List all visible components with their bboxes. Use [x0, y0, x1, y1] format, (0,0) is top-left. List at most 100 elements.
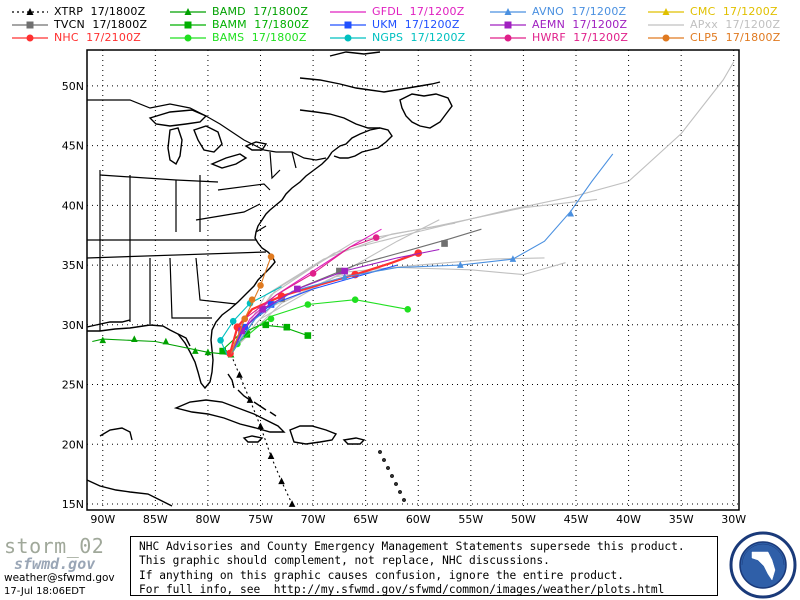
track-point-bamm	[283, 323, 291, 331]
track-point-ngps	[217, 337, 224, 344]
track-point-bamd	[204, 348, 212, 356]
lat-tick-label: 15N	[62, 498, 84, 511]
disclaimer-line-2: This graphic should complement, not repl…	[139, 554, 550, 568]
legend-item-apxx: APxx 17/1200Z	[638, 17, 780, 32]
legend-symbol-bamd	[170, 7, 206, 15]
legend-symbol-ngps	[330, 34, 366, 41]
legend-label: CLP5 17/1800Z	[690, 31, 781, 44]
us-gulf-west	[86, 319, 131, 328]
legend-item-nhc: NHC 17/2100Z	[2, 30, 141, 45]
legend-label: BAMD 17/1800Z	[212, 5, 309, 18]
track-point-hwrf	[372, 234, 380, 241]
track-point-nhc	[414, 249, 423, 257]
legend-symbol-cmc	[648, 7, 684, 15]
state-line-8	[195, 203, 261, 221]
disclaimer-line-3: If anything on this graphic causes confu…	[139, 568, 624, 582]
cuba	[173, 399, 286, 433]
lesser-antilles	[378, 450, 406, 502]
legend-symbol-clp5	[648, 34, 684, 41]
lon-tick-label: 30W	[721, 513, 746, 526]
legend-marker	[662, 7, 670, 15]
lake-superior	[148, 109, 208, 127]
track-line-apxx	[233, 222, 456, 349]
lake-michigan	[167, 127, 183, 166]
lon-tick-label: 40W	[616, 513, 641, 526]
yucatan	[99, 427, 133, 441]
product-timestamp: 17-Jul 18:06EDT	[4, 586, 86, 597]
legend-marker	[26, 34, 34, 41]
political-borders	[86, 99, 327, 331]
bahamas	[227, 373, 277, 417]
track-point-bams	[351, 296, 359, 304]
track-point-bamm	[304, 332, 312, 339]
legend-marker	[662, 34, 670, 41]
lat-tick-label: 50N	[62, 80, 84, 93]
legend-symbol-avno	[490, 7, 526, 15]
track-aemn	[230, 248, 440, 354]
track-point-avno	[457, 261, 464, 268]
legend-symbol-ukm	[330, 21, 366, 28]
track-point-bams	[267, 315, 275, 323]
track-point-clp5	[241, 315, 249, 323]
legend-item-gfdl: GFDL 17/1200Z	[320, 4, 464, 19]
track-line-apxx	[233, 61, 735, 350]
st-lawrence	[299, 109, 380, 129]
legend-item-cmc: CMC 17/1200Z	[638, 4, 778, 19]
legend-item-clp5: CLP5 17/1800Z	[638, 30, 780, 45]
legend-label: BAMS 17/1800Z	[212, 31, 307, 44]
legend-marker	[504, 7, 512, 15]
track-point-avno	[341, 273, 348, 280]
track-point-aemn	[294, 285, 301, 293]
lat-tick-label: 45N	[62, 140, 84, 153]
lon-tick-label: 70W	[301, 513, 326, 526]
lon-tick-label: 55W	[458, 513, 483, 526]
legend-item-ukm: UKM 17/1200Z	[320, 17, 460, 32]
lon-tick-label: 75W	[248, 513, 273, 526]
track-point-avno	[509, 255, 517, 262]
legend-item-bamd: BAMD 17/1800Z	[160, 4, 308, 19]
legend-marker	[26, 7, 34, 15]
coastline-layer	[86, 51, 453, 507]
legend-marker	[26, 21, 34, 28]
track-point-bamd	[162, 337, 170, 345]
legend-item-tvcn: TVCN 17/1800Z	[2, 17, 147, 32]
legend-symbol-gfdl	[330, 10, 366, 13]
legend-symbol-tvcn	[12, 21, 48, 28]
track-point-xtrp	[267, 452, 275, 460]
axis-labels: 90W 85W 80W 75W 70W 65W 60W 55W 50W 45W 40W 35W 30W 5…	[62, 80, 747, 526]
track-point-bamd	[99, 336, 107, 344]
legend-item-aemn: AEMN 17/1200Z	[480, 17, 627, 32]
labrador-coast	[299, 77, 441, 93]
track-avno	[230, 153, 614, 354]
puerto-rico	[342, 437, 366, 445]
state-line-11	[217, 183, 271, 191]
lon-tick-label: 35W	[669, 513, 694, 526]
legend-marker	[344, 34, 352, 41]
legend-label: BAMM 17/1800Z	[212, 18, 310, 31]
lon-tick-label: 45W	[564, 513, 589, 526]
maritimes-coast	[331, 127, 393, 159]
legend-label: UKM 17/1200Z	[372, 18, 460, 31]
disclaimer-line-4: For full info, see http://my.sfwmd.gov/s…	[139, 582, 665, 596]
disclaimer-line-1: NHC Advisories and County Emergency Mana…	[139, 540, 685, 553]
hispaniola	[289, 425, 338, 445]
legend-marker	[184, 21, 192, 28]
lake-erie	[210, 153, 248, 169]
lake-huron	[193, 125, 223, 153]
lon-tick-label: 80W	[195, 513, 220, 526]
legend-marker	[504, 21, 512, 28]
track-point-xtrp	[236, 371, 243, 378]
state-line-7	[195, 257, 237, 305]
legend-symbol-hwrf	[490, 34, 526, 41]
legend-label: NHC 17/2100Z	[54, 31, 142, 44]
florida-west	[177, 333, 191, 347]
legend-label: CMC 17/1200Z	[690, 5, 778, 18]
track-point-aemn	[341, 267, 348, 275]
track-point-bamm	[262, 321, 270, 329]
greenland-hint	[329, 51, 381, 57]
legend-item-hwrf: HWRF 17/1200Z	[480, 30, 628, 45]
legend-marker	[504, 34, 512, 41]
track-apxx	[233, 222, 456, 349]
track-point-bamd	[192, 347, 199, 354]
